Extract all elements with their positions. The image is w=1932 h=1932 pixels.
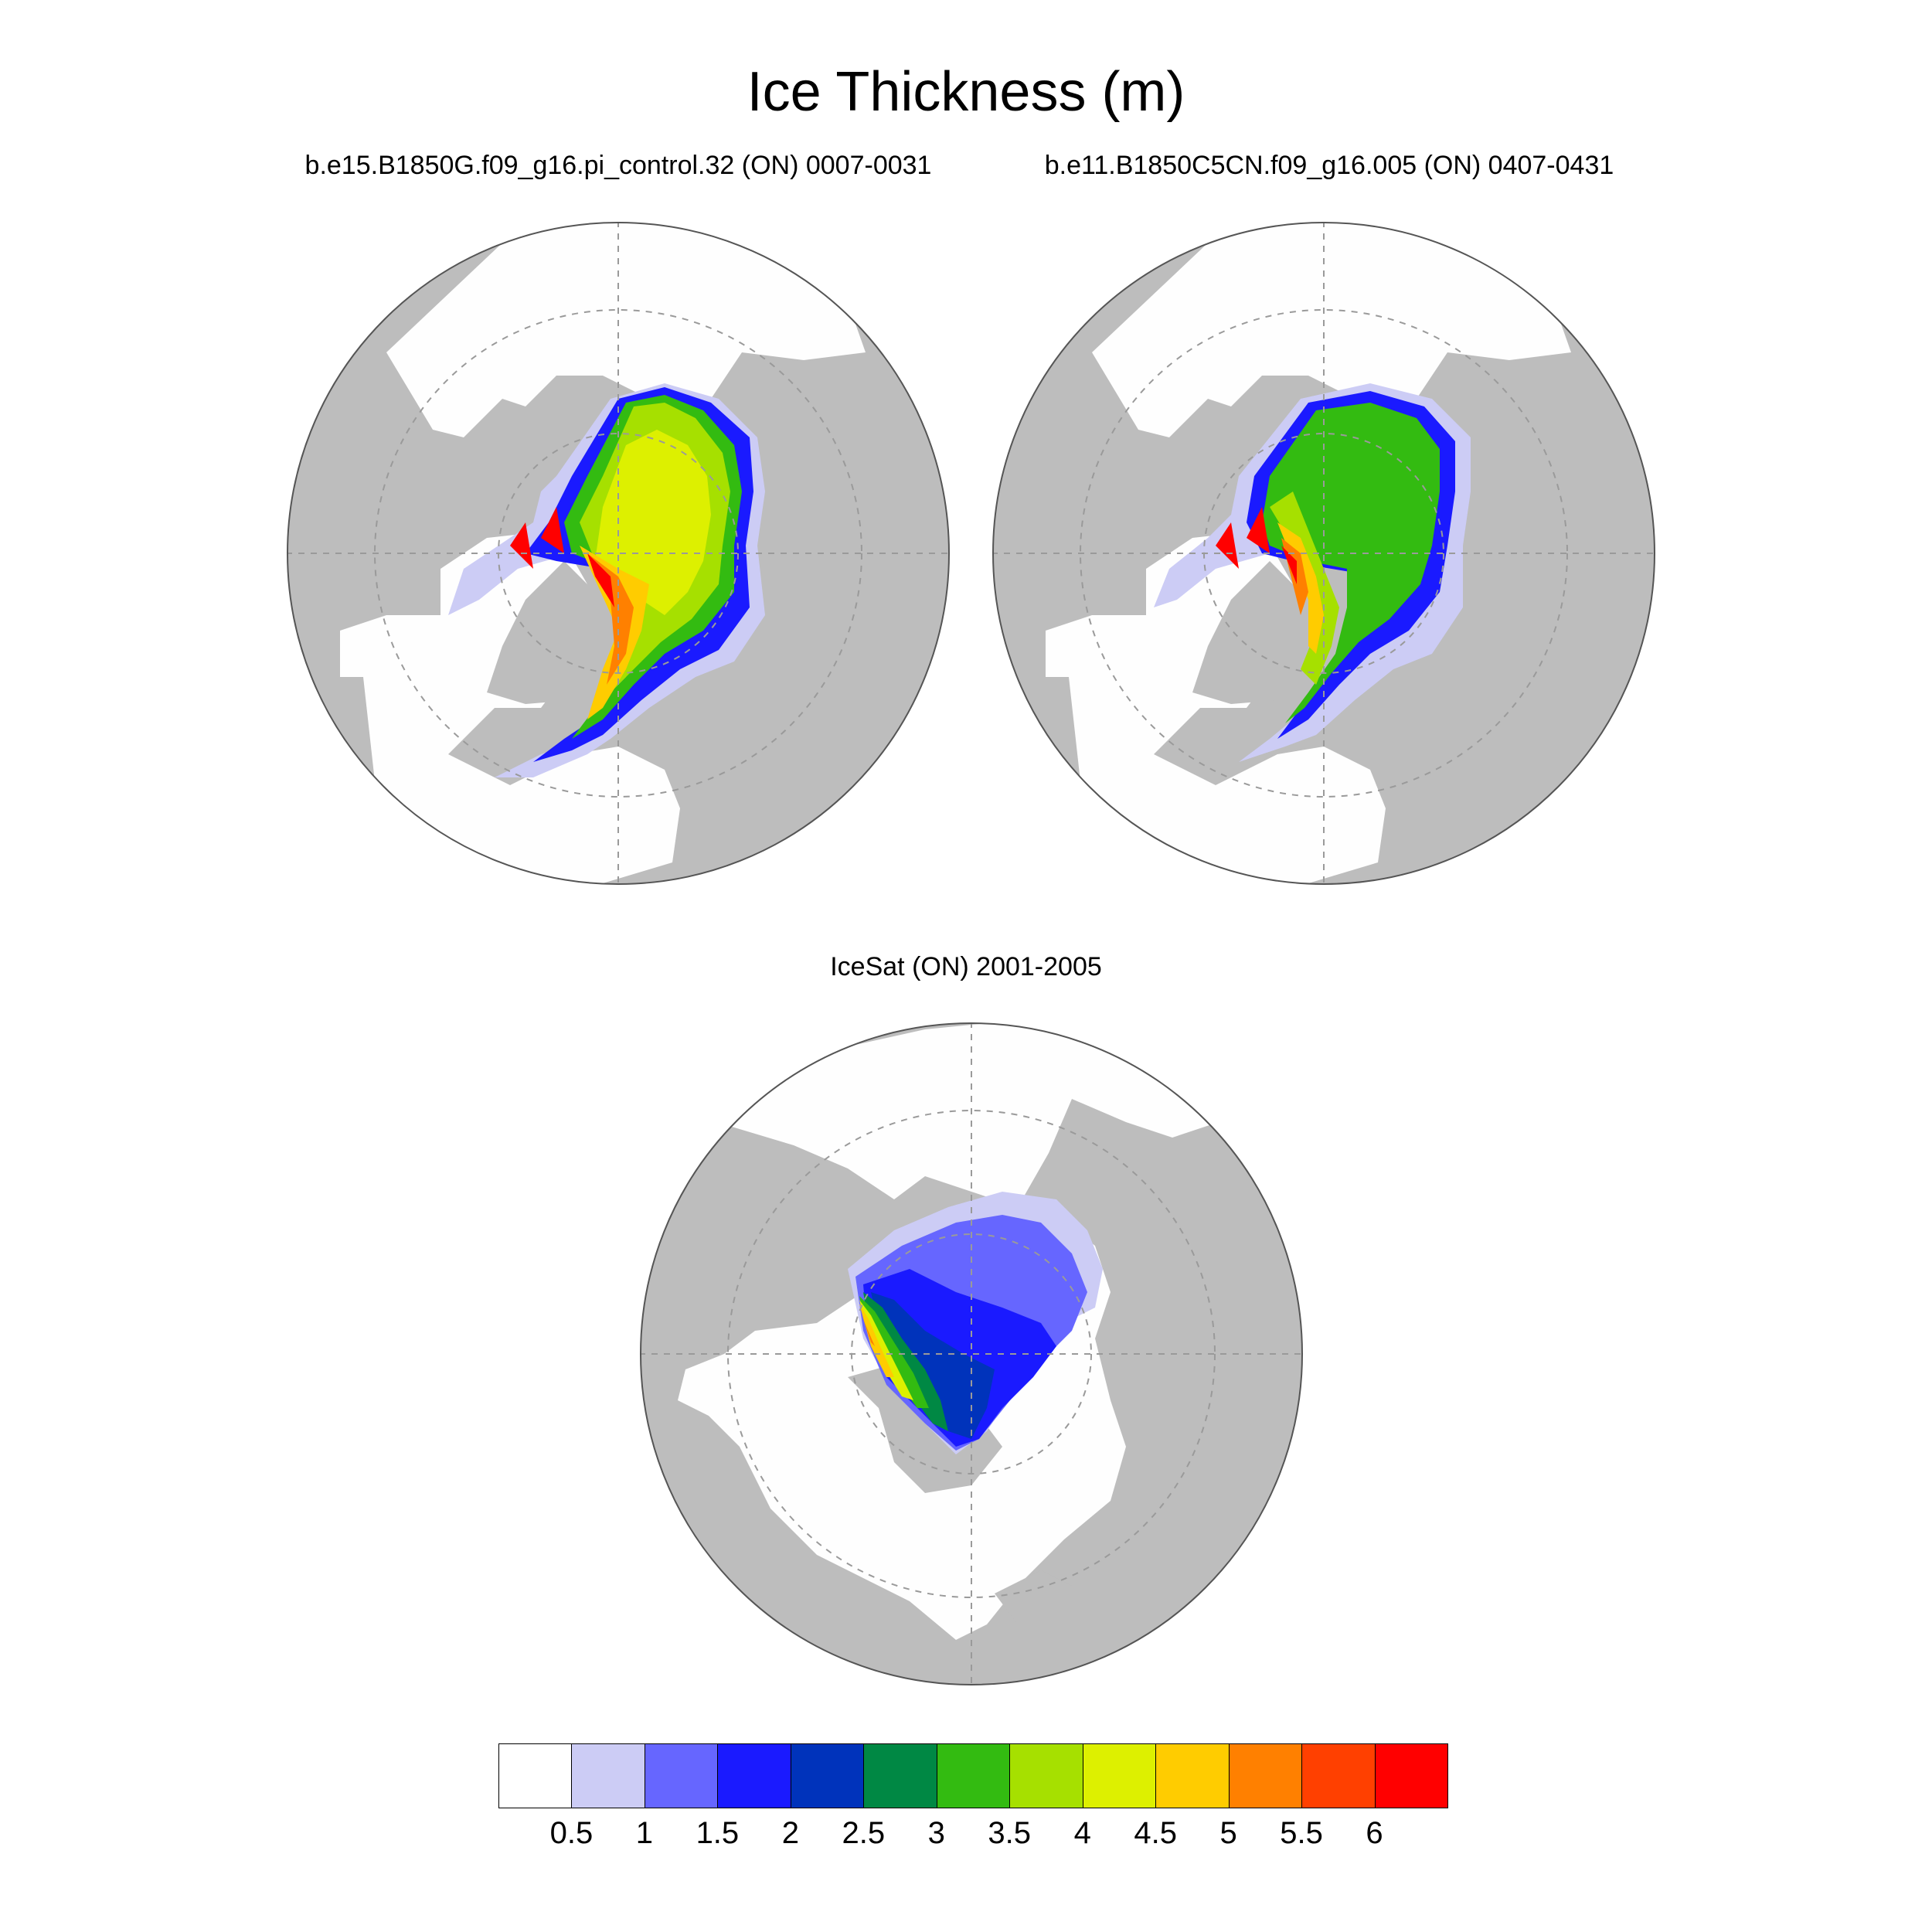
- colorbar-box: [1082, 1743, 1157, 1808]
- figure-title: Ice Thickness (m): [747, 61, 1185, 123]
- colorbar-label: 6: [1366, 1816, 1383, 1850]
- polar-map-icesat: [640, 1022, 1303, 1685]
- colorbar-box: [863, 1743, 937, 1808]
- colorbar-label: 2: [781, 1816, 799, 1850]
- polar-map-model1: [287, 222, 950, 885]
- colorbar-label: 2.5: [842, 1816, 886, 1850]
- colorbar-label: 0.5: [549, 1816, 594, 1850]
- colorbar: [498, 1743, 1448, 1810]
- colorbar-box: [571, 1743, 645, 1808]
- colorbar-box: [1155, 1743, 1230, 1808]
- panel-title-3: IceSat (ON) 2001-2005: [830, 952, 1102, 981]
- panel-title-2: b.e11.B1850C5CN.f09_g16.005 (ON) 0407-04…: [1044, 151, 1614, 180]
- polar-map-model2: [992, 222, 1655, 885]
- colorbar-label: 3.5: [988, 1816, 1032, 1850]
- colorbar-label: 4: [1073, 1816, 1091, 1850]
- colorbar-box: [644, 1743, 719, 1808]
- colorbar-label: 1: [635, 1816, 654, 1850]
- colorbar-label: 4.5: [1134, 1816, 1177, 1850]
- colorbar-box: [1301, 1743, 1376, 1808]
- colorbar-label: 5.5: [1280, 1816, 1323, 1850]
- colorbar-box: [498, 1743, 573, 1808]
- colorbar-box: [790, 1743, 865, 1808]
- colorbar-box: [936, 1743, 1011, 1808]
- colorbar-label: 1.5: [696, 1816, 740, 1850]
- colorbar-box: [717, 1743, 791, 1808]
- colorbar-box: [1009, 1743, 1083, 1808]
- colorbar-box: [1228, 1743, 1303, 1808]
- panel-title-1: b.e15.B1850G.f09_g16.pi_control.32 (ON) …: [304, 151, 932, 180]
- colorbar-box: [1374, 1743, 1448, 1808]
- colorbar-label: 3: [927, 1816, 945, 1850]
- colorbar-label: 5: [1219, 1816, 1237, 1850]
